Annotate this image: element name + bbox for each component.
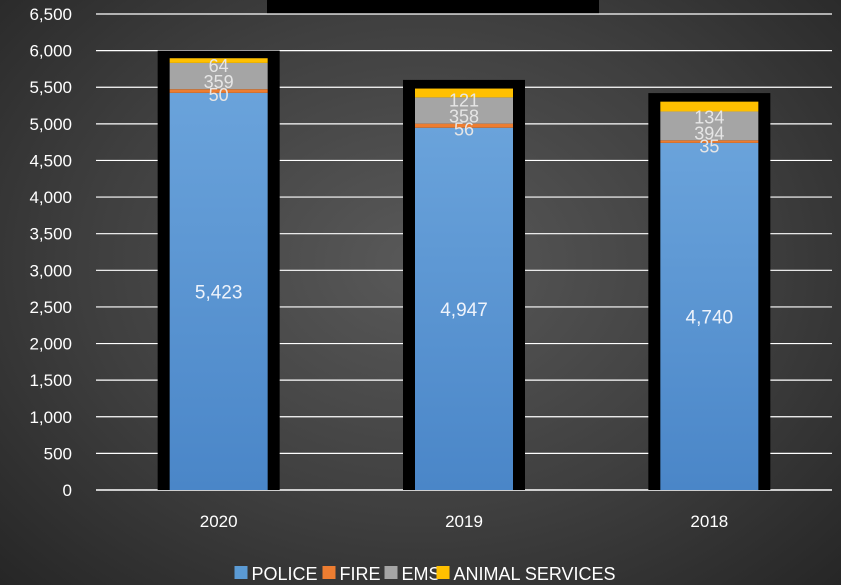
data-label-fire: 35 [699, 136, 719, 156]
y-tick-label: 4,000 [29, 188, 72, 207]
bar-segment-ems [415, 97, 513, 124]
data-label-fire: 56 [454, 120, 474, 140]
bar-segment-police [415, 127, 513, 490]
y-tick-label: 2,500 [29, 298, 72, 317]
data-label-animal-services: 134 [694, 107, 724, 127]
data-label-police: 5,423 [195, 282, 243, 303]
x-category-label: 2018 [690, 512, 728, 531]
y-tick-label: 1,000 [29, 408, 72, 427]
data-label-police: 4,947 [440, 300, 488, 321]
y-tick-label: 6,500 [29, 5, 72, 24]
data-label-ems: 394 [694, 123, 724, 143]
bar-segment-animal-services [415, 88, 513, 98]
y-tick-label: 500 [44, 444, 72, 463]
y-tick-label: 5,500 [29, 78, 72, 97]
legend-label: POLICE [252, 564, 318, 584]
data-label-ems: 358 [449, 107, 479, 127]
y-tick-label: 0 [63, 481, 72, 500]
data-label-fire: 50 [209, 85, 229, 105]
bar-segment-ems [169, 62, 268, 90]
x-category-label: 2019 [445, 512, 483, 531]
x-axis-categories: 2020 2019 2018 [200, 512, 728, 531]
legend-swatch [322, 566, 336, 579]
bar-segment-ems [660, 111, 759, 141]
data-label-animal-services: 121 [449, 91, 479, 111]
y-tick-label: 3,000 [29, 261, 72, 280]
bar-segment-fire [660, 140, 759, 143]
legend-label: EMS [402, 564, 441, 584]
bar-segment-police [660, 142, 759, 490]
legend-swatch [436, 566, 450, 579]
bar-segment-fire [415, 123, 513, 128]
bar-segment-animal-services [660, 101, 759, 112]
data-label-animal-services: 64 [209, 56, 229, 76]
legend: POLICE FIRE EMS ANIMAL SERVICES [234, 564, 616, 584]
legend-label: ANIMAL SERVICES [454, 564, 616, 584]
legend-swatch [234, 566, 248, 579]
y-axis-ticks: 0 500 1,000 1,500 2,000 2,500 3,000 3,500 4,000 4… [29, 5, 72, 500]
bar-segment-police [169, 92, 268, 490]
y-tick-label: 5,000 [29, 115, 72, 134]
y-tick-label: 6,000 [29, 42, 72, 61]
legend-label: FIRE [340, 564, 381, 584]
data-label-ems: 359 [204, 72, 234, 92]
y-tick-label: 3,500 [29, 225, 72, 244]
bar-segment-animal-services [169, 58, 268, 63]
bar-segment-fire [169, 89, 268, 93]
bars [157, 50, 771, 491]
x-category-label: 2020 [200, 512, 238, 531]
title-box [267, 0, 599, 14]
y-tick-label: 1,500 [29, 371, 72, 390]
data-label-police: 4,740 [686, 307, 734, 328]
y-tick-label: 2,000 [29, 335, 72, 354]
legend-swatch [384, 566, 398, 579]
y-tick-label: 4,500 [29, 151, 72, 170]
